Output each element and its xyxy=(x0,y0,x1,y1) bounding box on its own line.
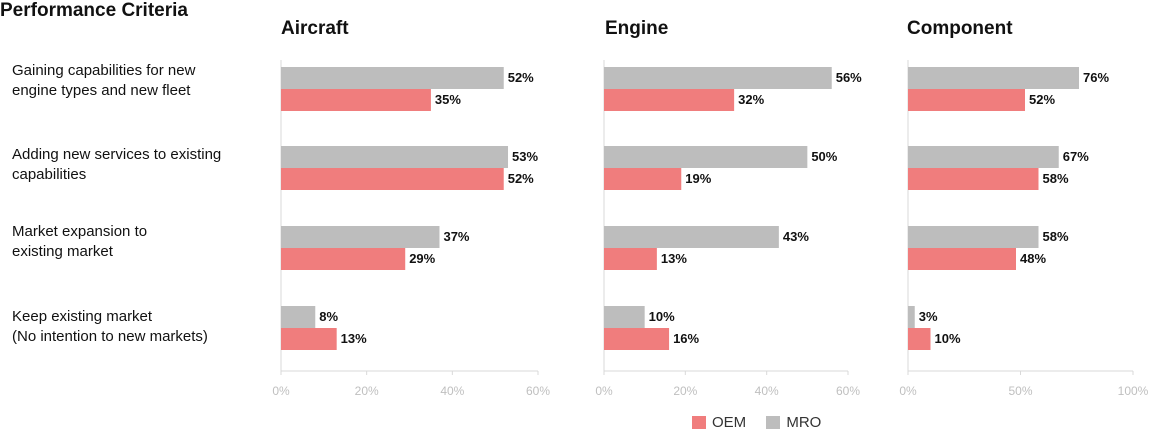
legend-label-oem: OEM xyxy=(712,414,747,431)
bar-mro-engine-2 xyxy=(604,146,808,168)
x-tick-label: 40% xyxy=(440,384,464,398)
data-label-oem-engine-1: 32% xyxy=(738,92,764,107)
data-label-mro-engine-2: 50% xyxy=(811,149,837,164)
criterion-label-2: Adding new services to existing capabili… xyxy=(12,145,274,185)
x-tick-label: 20% xyxy=(673,384,697,398)
bar-oem-component-2 xyxy=(908,168,1039,190)
legend: OEM MRO xyxy=(692,414,837,431)
legend-item-mro: MRO xyxy=(766,414,821,431)
data-label-mro-engine-1: 56% xyxy=(836,70,862,85)
legend-item-oem: OEM xyxy=(692,414,746,431)
x-tick-label: 0% xyxy=(899,384,917,398)
criterion-label-3-line1: Market expansion to xyxy=(12,223,148,240)
data-label-mro-engine-4: 10% xyxy=(649,309,675,324)
bar-mro-aircraft-1 xyxy=(281,67,504,89)
legend-label-mro: MRO xyxy=(786,414,822,431)
data-label-mro-aircraft-1: 52% xyxy=(508,70,534,85)
data-label-oem-engine-4: 16% xyxy=(673,331,699,346)
bar-mro-component-3 xyxy=(908,226,1039,248)
bar-oem-aircraft-4 xyxy=(281,328,337,350)
data-label-oem-engine-2: 19% xyxy=(685,171,711,186)
x-tick-label: 50% xyxy=(1008,384,1032,398)
panel-title-component: Component xyxy=(907,18,1013,39)
bar-oem-engine-1 xyxy=(604,89,735,111)
x-tick-label: 0% xyxy=(595,384,613,398)
bar-oem-engine-4 xyxy=(604,328,670,350)
bar-oem-component-1 xyxy=(908,89,1025,111)
x-tick-label: 40% xyxy=(755,384,779,398)
criterion-label-2-line2: capabilities xyxy=(12,166,87,183)
legend-swatch-oem xyxy=(692,416,706,429)
bar-oem-component-3 xyxy=(908,248,1016,270)
bar-oem-aircraft-2 xyxy=(281,168,504,190)
bar-oem-component-4 xyxy=(908,328,931,350)
bar-mro-component-1 xyxy=(908,67,1079,89)
data-label-mro-component-4: 3% xyxy=(919,309,938,324)
bar-mro-aircraft-3 xyxy=(281,226,440,248)
bar-mro-component-4 xyxy=(908,306,915,328)
criteria-column-title: Performance Criteria xyxy=(0,0,188,21)
x-tick-label: 100% xyxy=(1118,384,1149,398)
bar-mro-engine-4 xyxy=(604,306,645,328)
panel-title-engine: Engine xyxy=(605,18,669,39)
panel-title-aircraft: Aircraft xyxy=(281,18,349,39)
criterion-label-4: Keep existing market (No intention to ne… xyxy=(12,307,274,347)
bar-oem-engine-3 xyxy=(604,248,657,270)
x-tick-label: 60% xyxy=(526,384,550,398)
x-tick-label: 60% xyxy=(836,384,860,398)
bar-oem-aircraft-1 xyxy=(281,89,431,111)
data-label-oem-component-1: 52% xyxy=(1029,92,1055,107)
data-label-oem-component-3: 48% xyxy=(1020,251,1046,266)
data-label-oem-aircraft-2: 52% xyxy=(508,171,534,186)
criterion-label-3: Market expansion to existing market xyxy=(12,222,274,262)
x-tick-label: 20% xyxy=(355,384,379,398)
data-label-mro-component-3: 58% xyxy=(1043,229,1069,244)
data-label-oem-aircraft-4: 13% xyxy=(341,331,367,346)
data-label-oem-component-2: 58% xyxy=(1043,171,1069,186)
data-label-oem-aircraft-1: 35% xyxy=(435,92,461,107)
data-label-mro-aircraft-2: 53% xyxy=(512,149,538,164)
bar-oem-aircraft-3 xyxy=(281,248,406,270)
data-label-mro-component-2: 67% xyxy=(1063,149,1089,164)
bar-mro-aircraft-2 xyxy=(281,146,509,168)
bar-mro-engine-1 xyxy=(604,67,832,89)
criterion-label-4-line2: (No intention to new markets) xyxy=(12,328,208,345)
panel-component: 0% 50% 100% 76% 52% 67% 58% 58% 48% 3% 10% xyxy=(899,60,1149,398)
bar-mro-component-2 xyxy=(908,146,1059,168)
bar-oem-engine-2 xyxy=(604,168,682,190)
panel-engine: 0% 20% 40% 60% 56% 32% 50% 19% 43% 13% 10% 16% xyxy=(595,60,862,398)
criterion-label-1-line2: engine types and new fleet xyxy=(12,82,191,99)
data-label-oem-engine-3: 13% xyxy=(661,251,687,266)
panel-aircraft: 0% 20% 40% 60% 52% 35% 53% 52% 37% 29% 8%13% xyxy=(272,60,550,398)
data-label-mro-aircraft-4: 8% xyxy=(319,309,338,324)
data-label-mro-engine-3: 43% xyxy=(783,229,809,244)
data-label-oem-component-4: 10% xyxy=(935,331,961,346)
x-tick-label: 0% xyxy=(272,384,290,398)
legend-swatch-mro xyxy=(766,416,781,429)
bar-mro-aircraft-4 xyxy=(281,306,316,328)
criterion-label-3-line2: existing market xyxy=(12,243,113,260)
data-label-mro-aircraft-3: 37% xyxy=(443,229,469,244)
data-label-oem-aircraft-3: 29% xyxy=(409,251,435,266)
criterion-label-2-line1: Adding new services to existing xyxy=(12,146,222,163)
criterion-label-4-line1: Keep existing market xyxy=(12,308,153,325)
criterion-label-1-line1: Gaining capabilities for new xyxy=(12,62,196,79)
data-label-mro-component-1: 76% xyxy=(1083,70,1109,85)
bar-mro-engine-3 xyxy=(604,226,779,248)
criterion-label-1: Gaining capabilities for new engine type… xyxy=(12,61,274,101)
